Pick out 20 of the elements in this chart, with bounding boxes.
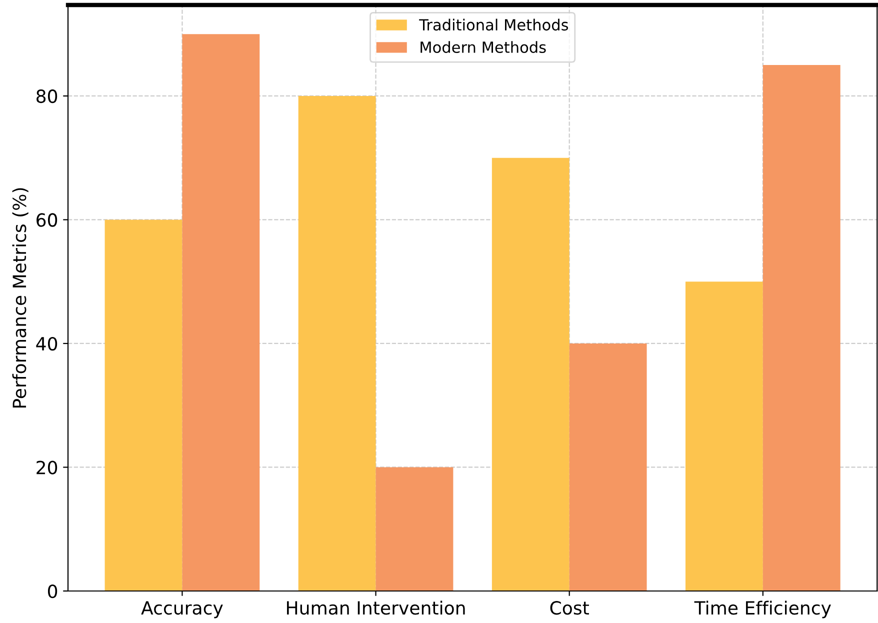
bar xyxy=(182,34,260,591)
bar xyxy=(298,96,376,591)
bar xyxy=(569,343,647,591)
y-tick-label: 80 xyxy=(36,89,58,104)
legend-label: Traditional Methods xyxy=(419,18,568,31)
y-tick-label: 40 xyxy=(36,336,58,351)
x-tick-label: Cost xyxy=(550,601,589,615)
bar xyxy=(104,220,182,591)
y-tick-label: 60 xyxy=(36,213,58,227)
x-tick-label: Accuracy xyxy=(141,601,223,618)
bar xyxy=(685,282,763,591)
x-tick-label: Time Efficiency xyxy=(694,600,831,618)
y-tick-label: 20 xyxy=(36,460,58,474)
bar xyxy=(762,65,840,591)
y-tick-label: 0 xyxy=(48,584,58,598)
legend-label: Modern Methods xyxy=(420,41,546,53)
x-tick-label: Human Intervention xyxy=(287,600,465,615)
bar xyxy=(376,467,454,591)
bar xyxy=(492,158,570,591)
y-axis-title: Performance Metrics (%) xyxy=(12,188,28,408)
